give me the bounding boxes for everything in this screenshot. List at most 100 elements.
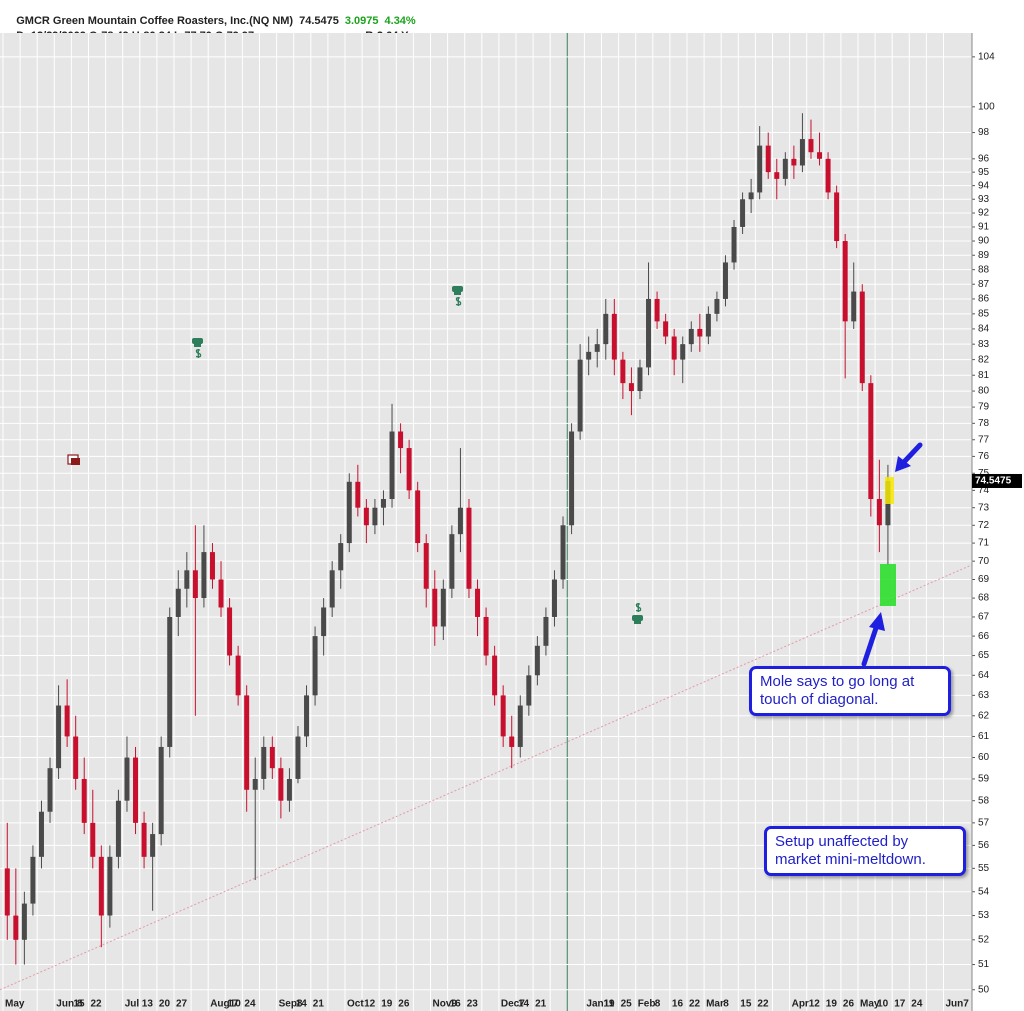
x-tick-label: 23 [467,999,479,1010]
candle-body [192,570,198,599]
x-tick-label: Feb [638,999,656,1010]
y-tick-label: 76 [978,451,990,462]
y-tick-label: 73 [978,502,990,513]
y-tick-label: 60 [978,752,990,763]
candle-body [697,328,703,337]
candle-body [81,778,87,823]
candle-body [551,579,557,617]
y-tick-label: 79 [978,402,990,413]
x-tick-label: 19 [826,999,838,1010]
candle-body [509,736,515,747]
x-tick-label: Nov9 [433,999,458,1010]
y-tick-label: 104 [978,51,995,62]
candle-body [218,579,224,608]
x-tick-label: Dec7 [501,999,525,1010]
candle-body [415,490,421,544]
x-tick-label: 8 [655,999,661,1010]
x-tick-label: 22 [689,999,701,1010]
candle-body [244,695,250,790]
candle-body [184,570,190,589]
candle-body [449,534,455,589]
candle-body [876,499,882,526]
candle-body [235,655,241,696]
y-tick-label: 68 [978,593,990,604]
candle-body [227,607,233,656]
candle-body [842,241,848,322]
decorations [67,286,923,667]
y-tick-label: 92 [978,208,990,219]
y-tick-label: 84 [978,324,990,335]
candle-body [201,552,207,599]
candle-body [782,158,788,179]
candle-body [440,588,446,627]
candle-body [620,359,626,384]
y-tick-label: 75 [978,468,990,479]
candle-body [628,383,634,392]
y-tick-label: 88 [978,264,990,275]
x-tick-label: Mar [706,999,724,1010]
candle-body [346,481,352,544]
candle-body [740,199,746,227]
candle-body [688,328,694,345]
candle-body [47,768,53,812]
candle-body [577,359,583,432]
annotation-box: Mole says to go long at touch of diagona… [749,666,951,716]
candle-body [457,507,463,535]
candle-body [329,570,335,608]
axis-background [972,33,1024,1011]
x-tick-label: 16 [450,999,462,1010]
highlight-yellow [885,477,894,504]
candle-body [141,822,147,857]
y-tick-label: 53 [978,910,990,921]
candle-body [466,507,472,589]
y-tick-label: 54 [978,886,990,897]
x-tick-label: 24 [244,999,256,1010]
x-tick-label: Jun7 [946,999,970,1010]
x-tick-label: 13 [142,999,154,1010]
candle-body [817,152,823,159]
trendline [0,564,973,991]
ticker-title: GMCR Green Mountain Coffee Roasters, Inc… [16,15,294,27]
candle-body [432,588,438,627]
candle-body [355,481,361,508]
candle-body [517,705,523,747]
x-tick-label: 15 [740,999,752,1010]
candle-body [791,158,797,166]
x-tick-label: 25 [621,999,633,1010]
y-tick-label: 51 [978,959,990,970]
candle-body [586,351,592,360]
x-tick-label: 22 [91,999,103,1010]
candle-body [560,525,566,580]
annotation-line: Setup unaffected by [775,833,909,850]
y-tick-label: 78 [978,418,990,429]
candle-body [594,344,600,352]
y-tick-label: 70 [978,556,990,567]
price-tag [972,473,1022,488]
header-line-1: GMCR Green Mountain Coffee Roasters, Inc… [4,3,422,39]
candle-body [133,757,139,823]
candle-body [825,158,831,193]
candle-body [372,507,378,526]
y-tick-label: 91 [978,222,990,233]
x-tick-label: 24 [911,999,923,1010]
candle-body [757,145,763,193]
candle-body [13,915,19,940]
x-tick-label: 21 [313,999,325,1010]
y-tick-label: 65 [978,650,990,661]
candle-body [21,903,27,940]
candle-body [663,321,669,337]
candle-body [175,588,181,617]
arrow [895,442,923,472]
candle-body [286,778,292,801]
x-tick-label: 20 [159,999,171,1010]
y-tick-label: 93 [978,194,990,205]
candle-body [150,834,156,857]
y-tick-label: 64 [978,670,990,681]
candle-body [808,139,814,153]
candle-body [671,336,677,360]
candle-body [261,746,267,779]
candle-body [654,298,660,322]
x-tick-label: 14 [296,999,308,1010]
candle-body [73,736,79,779]
price-tag-label: 74.5475 [975,476,1012,487]
